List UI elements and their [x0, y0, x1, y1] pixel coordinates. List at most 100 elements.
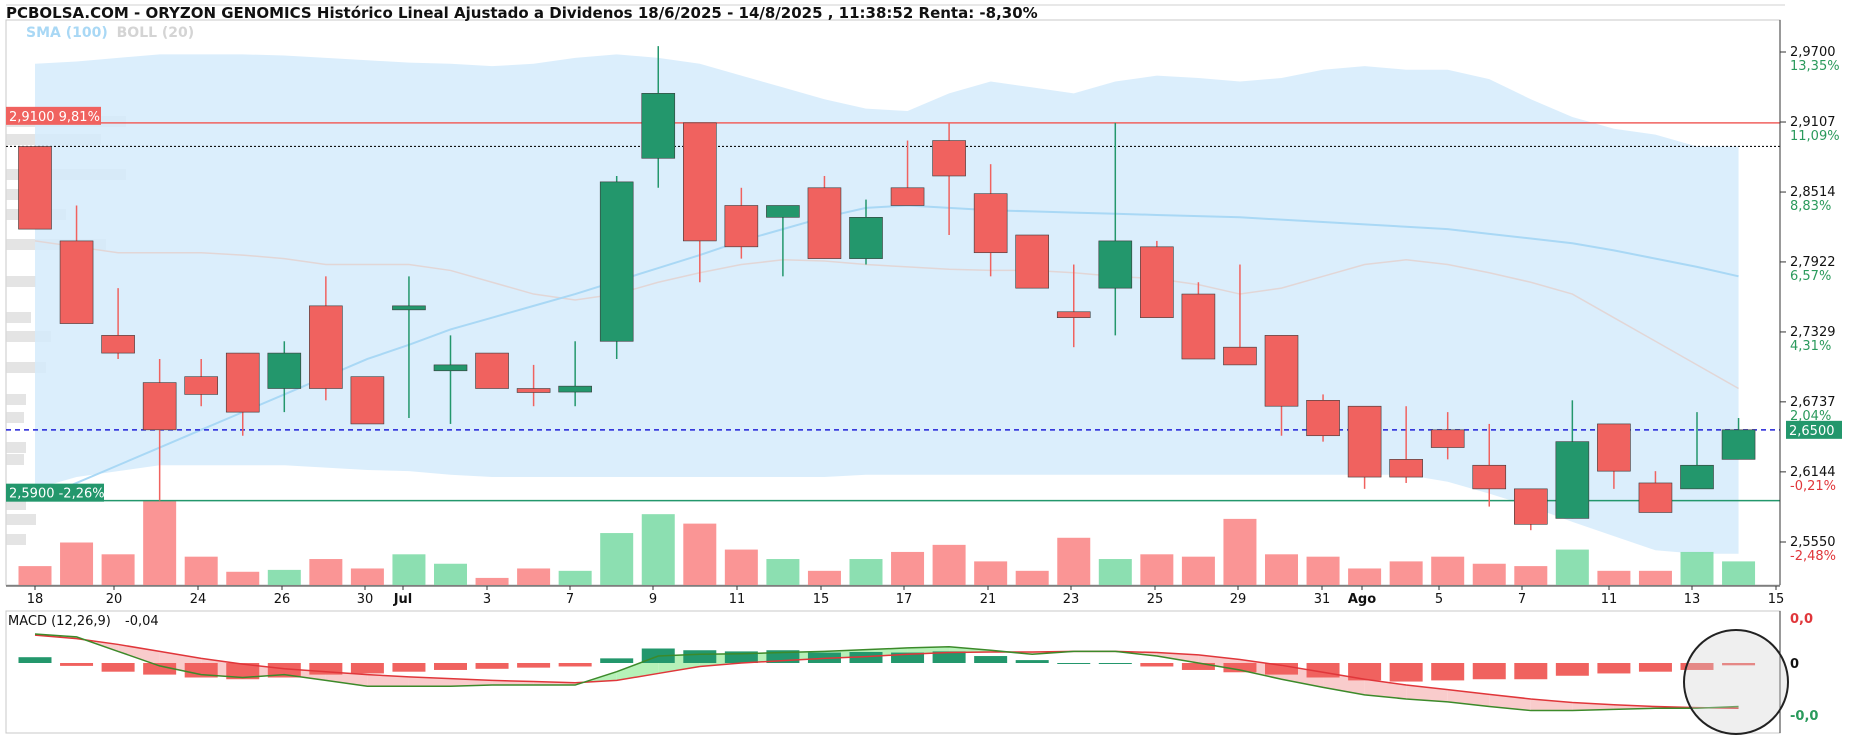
x-tick-label: 11	[729, 592, 746, 607]
macd-hist-bar	[350, 663, 384, 674]
x-tick-label: 11	[1601, 592, 1618, 607]
macd-hist-bar	[1389, 663, 1423, 682]
volume-bar	[1265, 554, 1298, 585]
macd-axis-label: -0,0	[1790, 709, 1818, 724]
volume-profile-bar	[6, 394, 26, 405]
x-tick-label: 30	[357, 592, 374, 607]
macd-hist-bar	[267, 663, 301, 678]
candle-body	[1223, 346, 1257, 366]
volume-bar	[766, 559, 800, 585]
candle-body	[516, 388, 551, 393]
volume-bar	[350, 568, 384, 585]
macd-hist-bar	[1722, 663, 1756, 666]
candle-body	[1306, 400, 1340, 437]
x-tick-label: 3	[483, 592, 491, 607]
indicator-legend: SMA (100) BOLL (20)	[26, 25, 194, 41]
macd-hist-bar	[60, 663, 94, 666]
volume-bar	[1098, 559, 1132, 585]
macd-hist-bar	[891, 652, 925, 663]
macd-axis-label: 0	[1790, 657, 1799, 672]
x-tick-label: 31	[1314, 592, 1331, 607]
macd-hist-bar	[1140, 663, 1174, 667]
candle-body	[184, 376, 218, 395]
candle-body	[475, 352, 509, 389]
volume-bar	[891, 551, 925, 585]
high-ref-label: 2,9100 9,81%	[9, 110, 100, 125]
volume-bar	[392, 554, 426, 585]
low-ref-label: 2,5900 -2,26%	[9, 487, 105, 502]
volume-bar	[1140, 554, 1174, 585]
macd-hist-bar	[517, 663, 551, 668]
candle-body	[1389, 459, 1423, 478]
volume-profile-bar	[6, 412, 24, 423]
volume-bar	[1597, 570, 1631, 585]
volume-bar	[226, 571, 260, 585]
macd-hist-bar	[1098, 663, 1132, 664]
candle-body	[225, 352, 260, 413]
volume-bar	[1472, 563, 1506, 585]
volume-bar	[1722, 561, 1756, 585]
x-tick-label: Ago	[1348, 592, 1376, 607]
volume-profile-bar	[6, 331, 51, 342]
x-tick-label: 17	[896, 592, 913, 607]
x-tick-label: 24	[190, 592, 207, 607]
x-tick-label: 23	[1063, 592, 1080, 607]
sma-legend: SMA (100)	[26, 25, 108, 41]
volume-bar	[1181, 556, 1215, 585]
bollinger-mid-line	[34, 240, 1739, 390]
candle-body	[1721, 429, 1756, 460]
volume-bar	[1680, 551, 1714, 585]
volume-bar	[1306, 556, 1340, 585]
macd-fill	[408, 676, 451, 687]
volume-bar	[1348, 568, 1382, 585]
macd-label: MACD (12,26,9)	[8, 614, 111, 629]
boll-legend: BOLL (20)	[116, 25, 195, 41]
macd-hist-bar	[392, 663, 426, 672]
y-pct-label: 8,83%	[1790, 199, 1831, 214]
macd-hist-bar	[434, 663, 467, 670]
macd-hist-bar	[1555, 663, 1589, 676]
candle-body	[890, 187, 925, 206]
volume-bar	[849, 559, 883, 585]
macd-hist-bar	[932, 651, 966, 663]
volume-bar	[1514, 566, 1548, 585]
volume-bar	[558, 570, 592, 585]
candle-body	[350, 376, 385, 425]
volume-bar	[1223, 518, 1257, 585]
x-tick-label: 29	[1230, 592, 1247, 607]
macd-hist-bar	[1265, 663, 1298, 675]
y-pct-label: -2,48%	[1790, 549, 1836, 564]
volume-profile-bar	[6, 454, 24, 465]
volume-profile-bar	[6, 362, 46, 373]
volume-profile-bar	[6, 276, 36, 287]
macd-hist-bar	[1680, 663, 1714, 670]
macd-hist-bar	[1015, 660, 1049, 663]
y-pct-label: 2,04%	[1790, 409, 1831, 424]
candle-body	[59, 240, 94, 324]
volume-profile-bar	[6, 499, 26, 510]
macd-hist-bar	[600, 658, 634, 663]
candle-body	[724, 205, 759, 248]
x-tick-label: 18	[27, 592, 44, 607]
macd-hist-bar	[1431, 663, 1465, 681]
macd-hist-bar	[1181, 663, 1215, 670]
candle-body	[309, 305, 343, 389]
volume-bar	[309, 559, 343, 585]
y-tick-label: 2,8514	[1790, 185, 1836, 200]
volume-bar	[807, 570, 841, 585]
candle-body	[807, 187, 842, 259]
candle-body	[932, 140, 966, 177]
x-tick-label: 20	[106, 592, 123, 607]
volume-bar	[60, 542, 94, 585]
volume-bar	[1555, 549, 1589, 585]
x-tick-label: 7	[566, 592, 574, 607]
x-tick-label: 7	[1518, 592, 1526, 607]
macd-hist-bar	[683, 650, 717, 663]
volume-bar	[434, 563, 467, 585]
macd-hist-bar	[558, 663, 592, 667]
volume-bar	[1389, 561, 1423, 585]
volume-bar	[475, 577, 509, 585]
y-tick-label: 2,5550	[1790, 535, 1836, 550]
macd-hist-bar	[1348, 663, 1382, 681]
